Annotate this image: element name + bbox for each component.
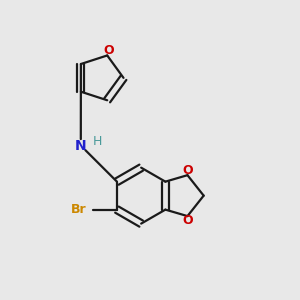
Text: O: O xyxy=(103,44,114,57)
Text: O: O xyxy=(182,214,193,227)
Text: H: H xyxy=(92,135,102,148)
Text: O: O xyxy=(182,164,193,177)
Text: Br: Br xyxy=(70,203,86,216)
Text: N: N xyxy=(75,139,87,153)
